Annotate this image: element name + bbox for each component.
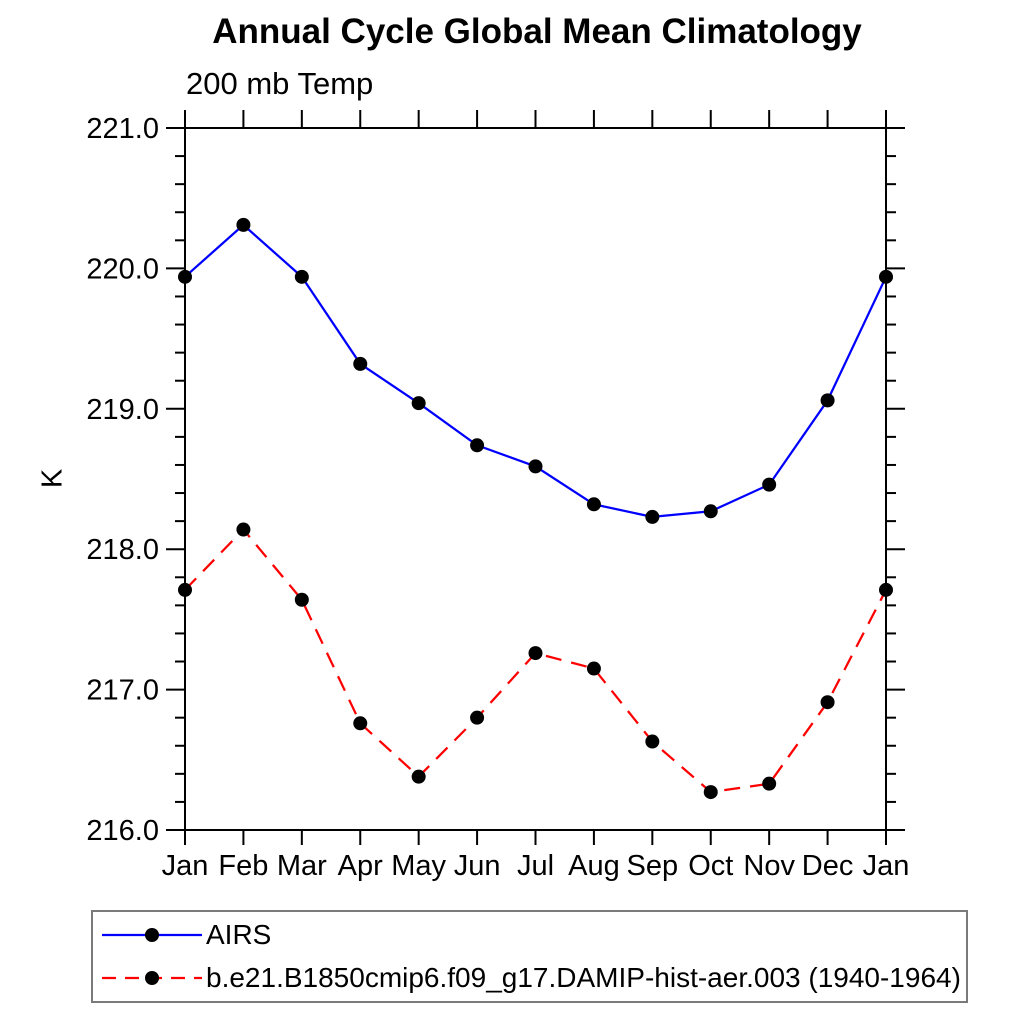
svg-text:Dec: Dec <box>802 850 854 882</box>
legend-label-model: b.e21.B1850cmip6.f09_g17.DAMIP-hist-aer.… <box>206 962 961 993</box>
svg-text:217.0: 217.0 <box>86 675 159 707</box>
svg-text:May: May <box>391 850 446 882</box>
svg-text:Aug: Aug <box>568 850 620 882</box>
svg-text:Sep: Sep <box>627 850 679 882</box>
svg-text:221.0: 221.0 <box>86 113 159 145</box>
svg-text:Oct: Oct <box>688 850 733 882</box>
legend-line-sample-airs <box>102 928 202 942</box>
legend-label-airs: AIRS <box>206 919 272 950</box>
svg-text:Apr: Apr <box>338 850 383 882</box>
chart-title: Annual Cycle Global Mean Climatology <box>212 12 862 51</box>
legend-entry-airs: AIRS <box>93 916 966 954</box>
svg-text:Mar: Mar <box>277 850 327 882</box>
svg-text:219.0: 219.0 <box>86 394 159 426</box>
legend-line-sample-model <box>102 971 202 985</box>
svg-text:Nov: Nov <box>743 850 795 882</box>
legend-entry-model: b.e21.B1850cmip6.f09_g17.DAMIP-hist-aer.… <box>93 959 966 997</box>
svg-text:Jun: Jun <box>454 850 501 882</box>
svg-text:218.0: 218.0 <box>86 534 159 566</box>
svg-text:Jan: Jan <box>863 850 910 882</box>
svg-text:216.0: 216.0 <box>86 815 159 847</box>
svg-text:Jul: Jul <box>517 850 554 882</box>
legend: AIRS b.e21.B1850cmip6.f09_g17.DAMIP-hist… <box>91 910 968 1003</box>
svg-text:Jan: Jan <box>162 850 209 882</box>
chart-subtitle: 200 mb Temp <box>186 66 374 101</box>
y-axis-title: K <box>36 468 69 489</box>
svg-text:220.0: 220.0 <box>86 253 159 285</box>
svg-text:Feb: Feb <box>218 850 268 882</box>
